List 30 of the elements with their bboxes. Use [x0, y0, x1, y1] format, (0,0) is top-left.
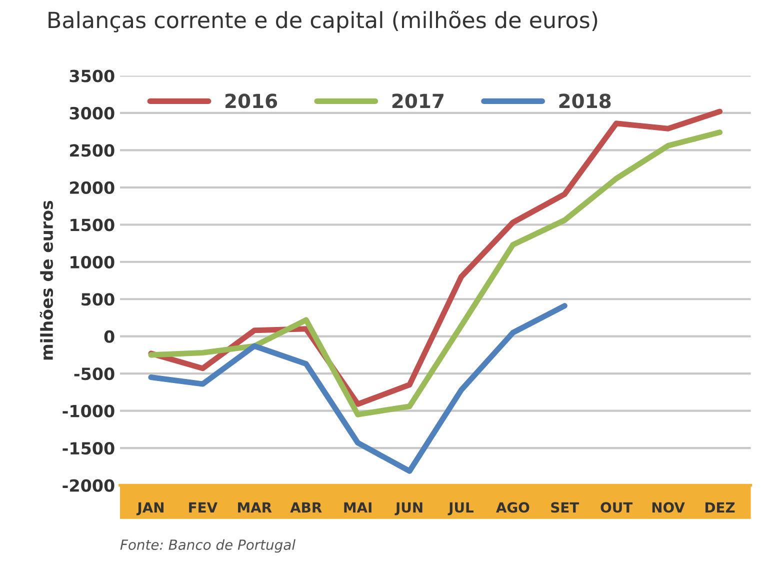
x-tick-label: ABR [290, 502, 322, 512]
y-tick-label: -1000 [62, 404, 114, 418]
x-tick-label: JUL [448, 502, 474, 516]
y-tick-label: -1500 [62, 442, 114, 455]
legend-label: 2016 [226, 94, 278, 108]
y-tick-label: 2500 [70, 144, 114, 157]
legend-label: 2017 [392, 94, 444, 108]
x-tick-label: JAN [136, 502, 164, 516]
y-tick-label: 1500 [70, 218, 114, 232]
y-tick-label: -2000 [62, 479, 114, 492]
x-tick-label: DEZ [705, 502, 735, 512]
x-tick-label: MAI [344, 502, 372, 512]
x-tick-label: OUT [600, 502, 633, 513]
x-tick-label: MAR [238, 502, 272, 512]
chart-title: Balanças corrente e de capital (milhões de euros) [48, 10, 598, 33]
y-tick-label: -500 [74, 368, 114, 380]
x-tick-label: SET [551, 502, 580, 513]
x-tick-label: FEV [189, 502, 218, 512]
source-note: Fonte: Banco de Portugal [120, 539, 296, 553]
y-axis-title: milhões de euros [40, 200, 54, 360]
x-tick-label: NOV [652, 502, 685, 513]
y-tick-label: 2000 [70, 181, 114, 194]
legend-label: 2018 [559, 94, 611, 108]
y-tick-label: 3000 [70, 106, 114, 120]
y-tick-label: 0 [104, 330, 114, 343]
x-tick-label: AGO [496, 502, 530, 513]
y-tick-label: 3500 [70, 70, 114, 82]
y-tick-label: 1000 [70, 256, 114, 268]
y-tick-label: 500 [82, 293, 114, 306]
x-tick-label: JUN [394, 502, 422, 516]
